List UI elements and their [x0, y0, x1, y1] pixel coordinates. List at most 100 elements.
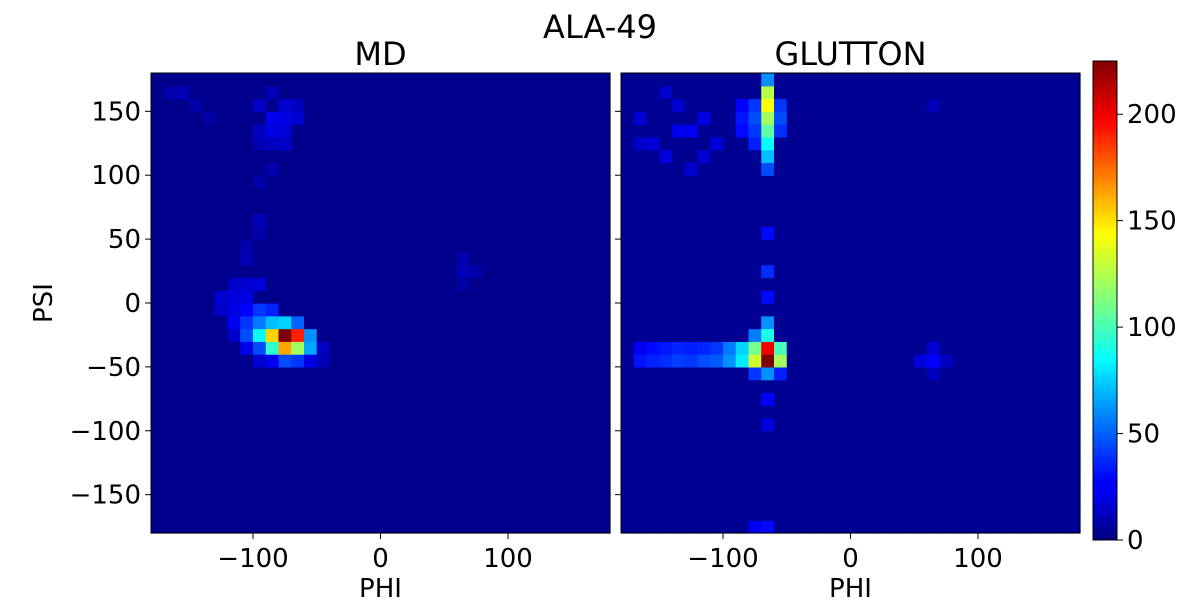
heatmap-cell — [265, 379, 280, 394]
heatmap-cell — [495, 200, 509, 215]
heatmap-cell — [710, 418, 724, 432]
heatmap-cell — [774, 162, 788, 176]
heatmap-cell — [1016, 188, 1030, 202]
heatmap-cell — [546, 315, 560, 330]
heatmap-cell — [646, 290, 660, 304]
heatmap-cell — [520, 264, 535, 279]
heatmap-cell — [355, 392, 369, 406]
heatmap-cell — [850, 366, 864, 381]
heatmap-cell — [151, 469, 165, 483]
heatmap-cell — [431, 520, 445, 534]
heatmap-cell — [646, 188, 660, 202]
heatmap-cell — [546, 188, 560, 202]
heatmap-cell — [863, 188, 877, 202]
heatmap-cell — [214, 418, 229, 432]
heatmap-cell — [584, 239, 598, 253]
heatmap-cell — [965, 98, 979, 112]
heatmap-cell — [1029, 277, 1043, 291]
heatmap-cell — [533, 354, 547, 368]
heatmap-cell — [571, 303, 586, 317]
heatmap-cell — [863, 494, 877, 509]
heatmap-cell — [163, 507, 178, 521]
heatmap-cell — [380, 379, 394, 394]
heatmap-cell — [876, 111, 890, 125]
heatmap-cell — [444, 188, 458, 202]
heatmap-cell — [214, 290, 229, 304]
heatmap-cell — [431, 354, 445, 368]
heatmap-cell — [965, 520, 979, 534]
heatmap-cell — [265, 392, 280, 406]
heatmap-cell — [355, 341, 369, 355]
heatmap-cell — [163, 392, 178, 406]
heatmap-cell — [774, 124, 788, 138]
heatmap-cell — [927, 469, 941, 483]
heatmap-cell — [342, 405, 356, 419]
heatmap-cell — [825, 124, 839, 138]
heatmap-cell — [735, 315, 750, 330]
heatmap-cell — [431, 366, 445, 381]
heatmap-cell — [227, 443, 241, 457]
heatmap-cell — [418, 418, 433, 432]
heatmap-cell — [965, 149, 979, 164]
heatmap-cell — [393, 430, 407, 445]
heatmap-cell — [837, 162, 852, 176]
heatmap-cell — [367, 481, 382, 496]
heatmap-cell — [786, 366, 801, 381]
heatmap-cell — [1016, 264, 1030, 279]
heatmap-cell — [837, 507, 852, 521]
heatmap-cell — [888, 239, 903, 253]
heatmap-cell — [672, 469, 686, 483]
heatmap-cell — [978, 481, 992, 496]
heatmap-cell — [939, 315, 954, 330]
heatmap-cell — [672, 507, 686, 521]
heatmap-cell — [914, 341, 928, 355]
heatmap-cell — [774, 405, 788, 419]
heatmap-cell — [812, 226, 826, 240]
heatmap-cell — [406, 213, 420, 227]
heatmap-cell — [291, 354, 305, 368]
heatmap-cell — [508, 251, 522, 266]
heatmap-cell — [621, 328, 635, 342]
heatmap-cell — [151, 507, 165, 521]
heatmap-cell — [227, 239, 241, 253]
heatmap-cell — [406, 354, 420, 368]
heatmap-cell — [584, 481, 598, 496]
heatmap-cell — [774, 175, 788, 189]
heatmap-cell — [799, 328, 813, 342]
heatmap-cell — [355, 85, 369, 100]
heatmap-cell — [597, 315, 611, 330]
heatmap-cell — [888, 188, 903, 202]
heatmap-cell — [901, 405, 915, 419]
heatmap-cell — [316, 507, 331, 521]
heatmap-cell — [697, 188, 711, 202]
heatmap-cell — [418, 456, 433, 470]
heatmap-cell — [214, 85, 229, 100]
heatmap-cell — [546, 405, 560, 419]
heatmap-cell — [189, 405, 203, 419]
heatmap-cell — [520, 379, 535, 394]
heatmap-cell — [990, 124, 1005, 138]
heatmap-cell — [240, 481, 254, 496]
heatmap-cell — [240, 226, 254, 240]
heatmap-cell — [508, 239, 522, 253]
heatmap-cell — [863, 111, 877, 125]
heatmap-cell — [939, 456, 954, 470]
heatmap-cell — [914, 456, 928, 470]
heatmap-cell — [901, 98, 915, 112]
heatmap-cell — [584, 315, 598, 330]
heatmap-cell — [990, 456, 1005, 470]
heatmap-cell — [748, 366, 762, 381]
heatmap-cell — [901, 481, 915, 496]
heatmap-cell — [304, 264, 318, 279]
heatmap-cell — [265, 124, 280, 138]
heatmap-cell — [418, 494, 433, 509]
heatmap-cell — [265, 366, 280, 381]
heatmap-cell — [621, 494, 635, 509]
heatmap-cell — [189, 213, 203, 227]
heatmap-cell — [571, 239, 586, 253]
heatmap-cell — [559, 418, 573, 432]
heatmap-cell — [978, 507, 992, 521]
heatmap-cell — [584, 469, 598, 483]
heatmap-cell — [380, 277, 394, 291]
